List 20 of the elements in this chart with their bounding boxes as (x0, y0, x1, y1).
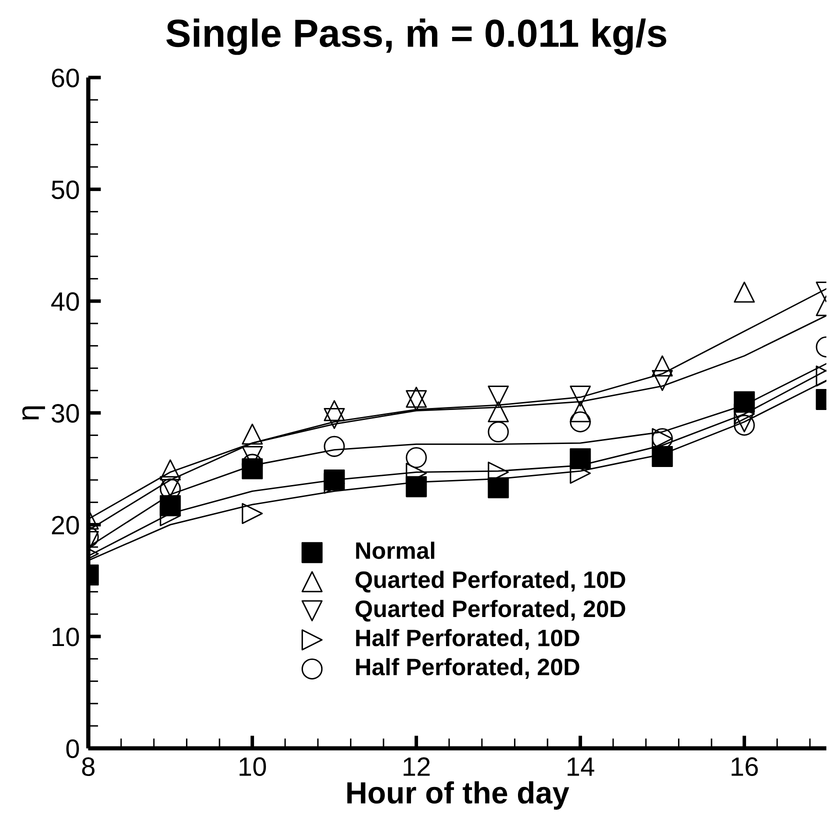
x-tick-label: 10 (240, 757, 266, 776)
x-axis-title: Hour of the day (347, 781, 570, 810)
x-tick-label: 16 (732, 757, 758, 776)
y-tick-label: 20 (52, 516, 79, 535)
legend-label: Half Perforated, 20D (356, 658, 580, 679)
x-tick-label: 8 (82, 757, 94, 776)
x-tick-label: 12 (404, 757, 430, 776)
y-tick-label: 30 (52, 404, 79, 423)
chart-title: Single Pass, ṁ = 0.011 kg/s (166, 18, 666, 55)
legend-label: Half Perforated, 10D (356, 628, 580, 650)
legend-label: Quarted Perforated, 20D (356, 600, 626, 622)
legend-label: Quarted Perforated, 10D (356, 570, 626, 593)
y-tick-label: 0 (66, 739, 79, 758)
legend-label: Normal (356, 542, 434, 560)
y-tick-label: 40 (51, 292, 79, 311)
y-axis-title: η (22, 406, 46, 420)
y-tick-label: 60 (52, 68, 79, 88)
y-tick-label: 10 (52, 628, 79, 646)
y-tick-label: 50 (52, 180, 79, 200)
x-tick-label: 14 (568, 758, 594, 776)
